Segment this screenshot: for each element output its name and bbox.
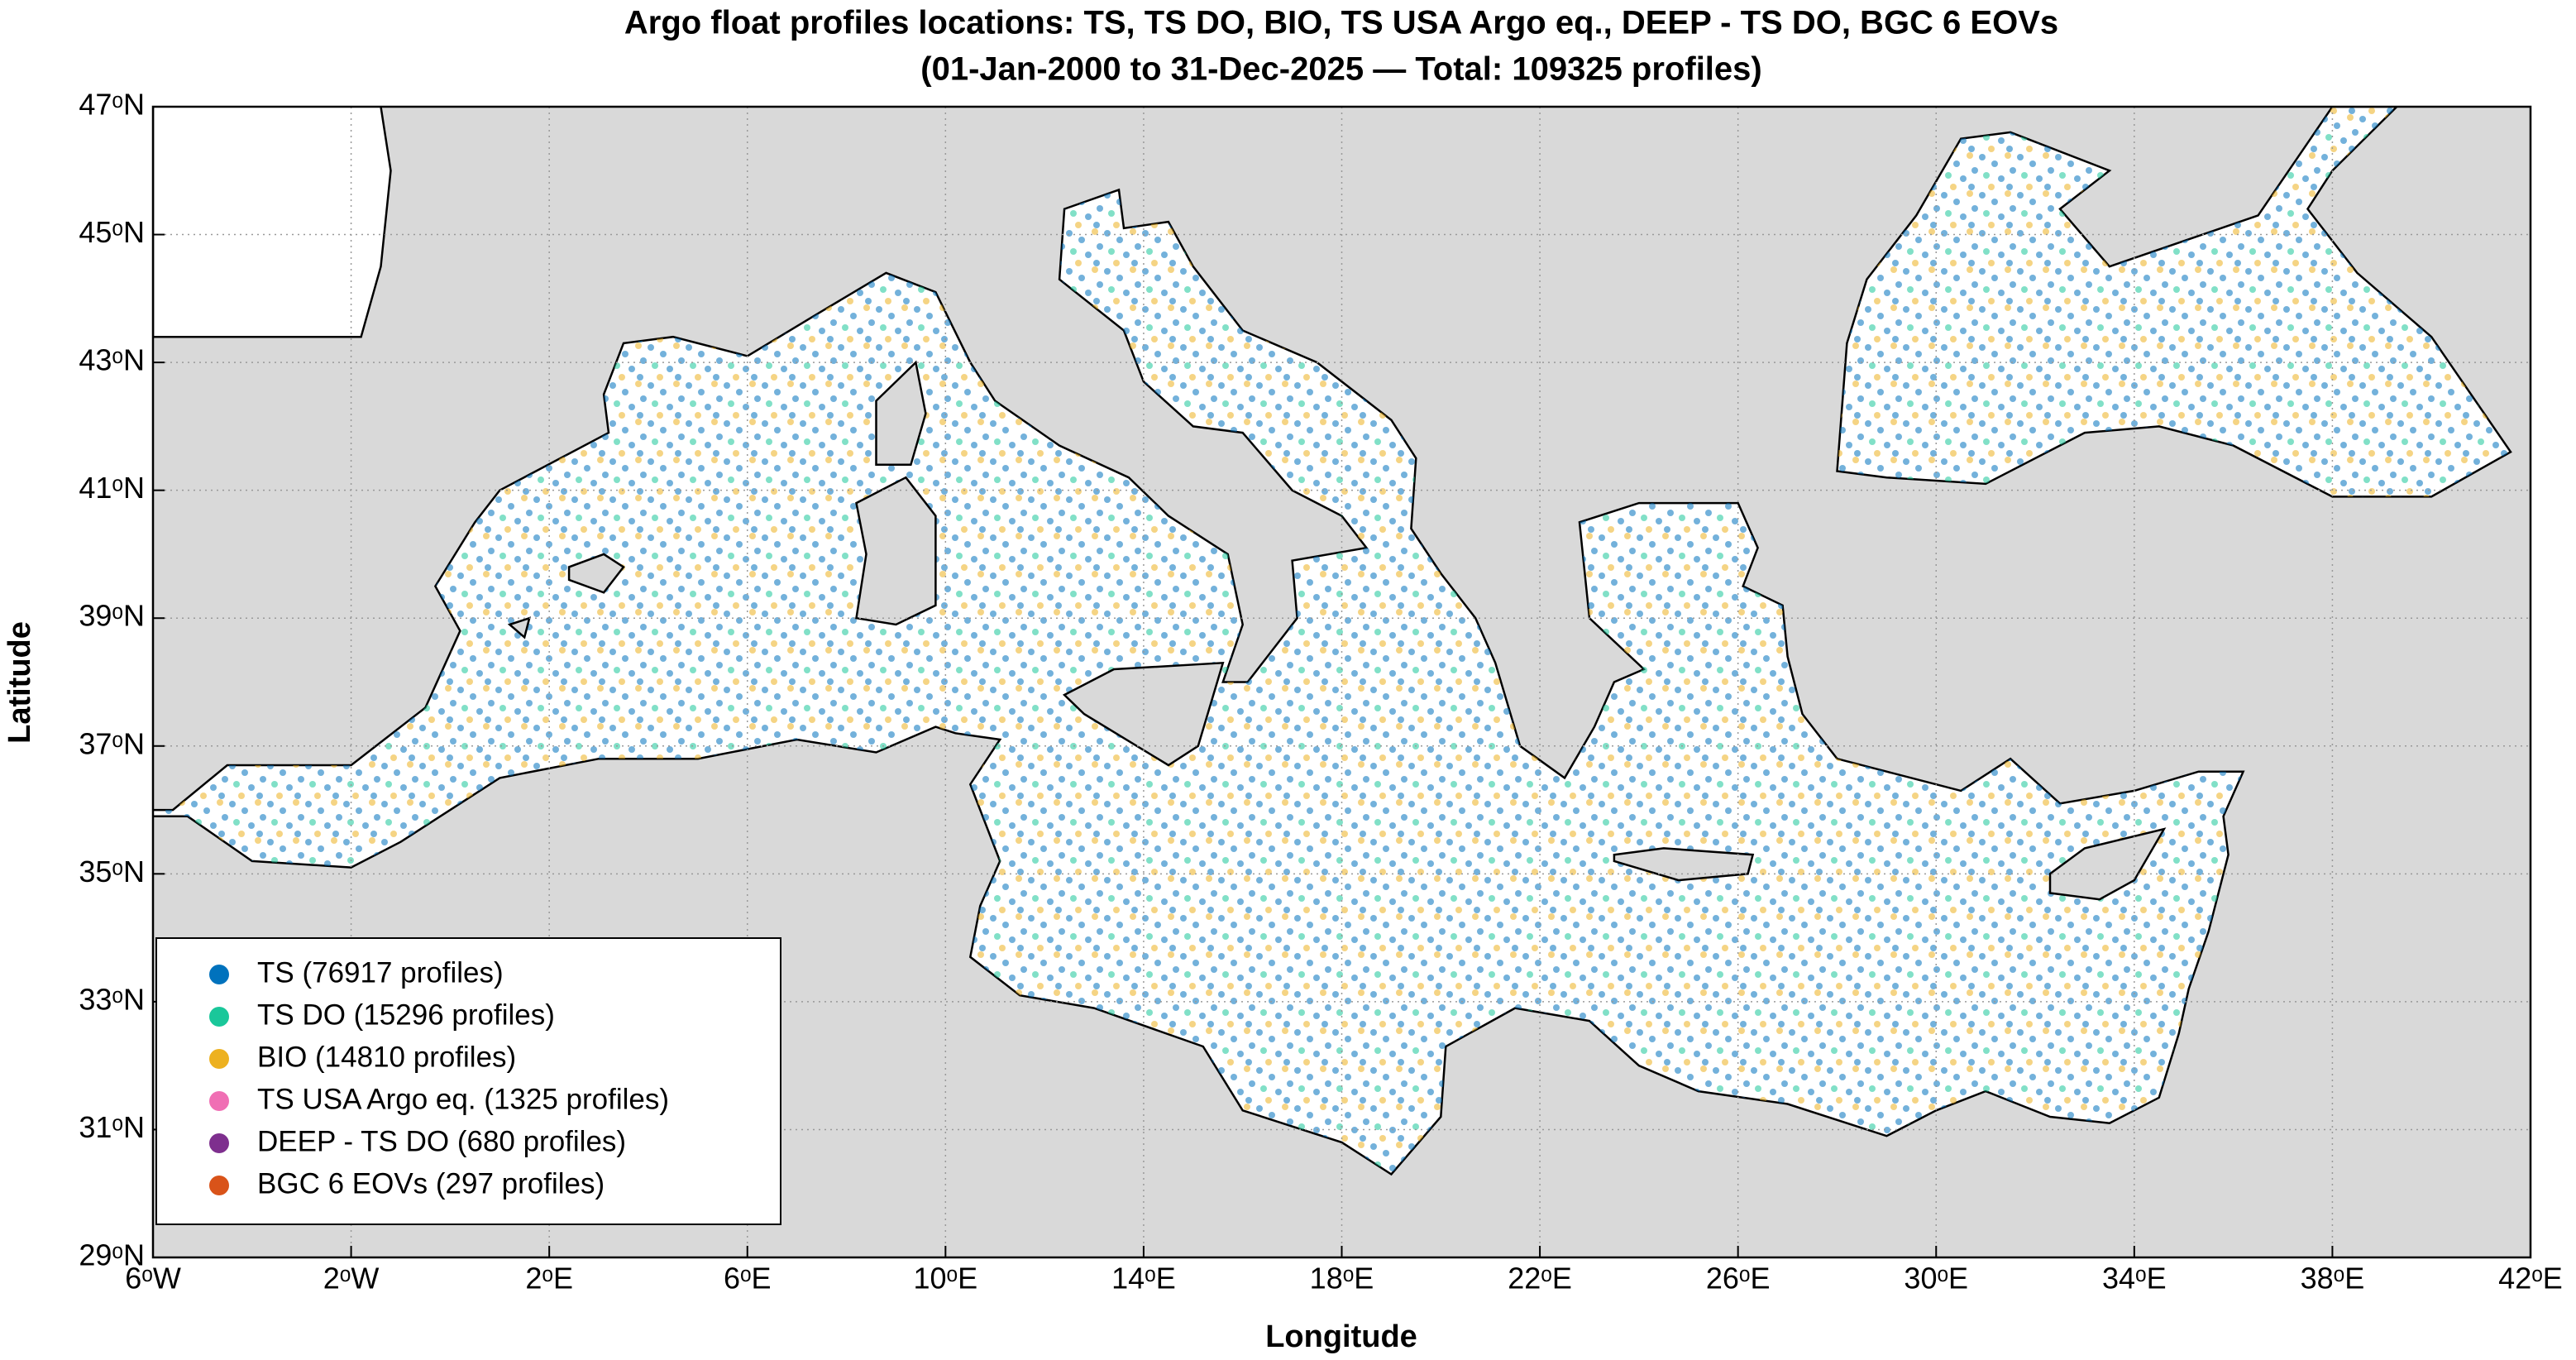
- island: [875, 360, 927, 467]
- legend-marker: [209, 1133, 229, 1153]
- legend-box: [155, 937, 781, 1225]
- y-tick-label: 35ᵒN: [79, 855, 145, 888]
- x-tick-label: 42ᵒE: [2498, 1262, 2563, 1295]
- island: [1613, 847, 1755, 882]
- x-tick-label: 14ᵒE: [1111, 1262, 1176, 1295]
- x-tick-label: 2ᵒE: [525, 1262, 573, 1295]
- x-tick-label: 34ᵒE: [2102, 1262, 2167, 1295]
- island: [855, 476, 937, 626]
- y-tick-label: 39ᵒN: [79, 599, 145, 633]
- x-tick-label: 6ᵒW: [125, 1262, 181, 1295]
- x-tick-label: 10ᵒE: [914, 1262, 978, 1295]
- x-tick-label: 22ᵒE: [1508, 1262, 1572, 1295]
- x-axis-label: Longitude: [1265, 1319, 1417, 1354]
- legend-label: TS DO (15296 profiles): [257, 998, 555, 1031]
- y-tick-label: 31ᵒN: [79, 1110, 145, 1144]
- legend-label: TS USA Argo eq. (1325 profiles): [257, 1083, 669, 1115]
- legend-label: BGC 6 EOVs (297 profiles): [257, 1167, 605, 1200]
- legend-label: TS (76917 profiles): [257, 956, 504, 989]
- island: [567, 553, 625, 594]
- y-tick-label: 33ᵒN: [79, 982, 145, 1016]
- overlay: 6ᵒW 2ᵒW 2ᵒE 6ᵒE 10ᵒE 14ᵒE 18ᵒE 22ᵒE 26ᵒE 30ᵒE 34ᵒE…: [79, 88, 2562, 1295]
- legend-marker: [209, 1176, 229, 1195]
- x-tick-label: 26ᵒE: [1706, 1262, 1771, 1295]
- island: [1062, 661, 1225, 767]
- chart-subtitle: (01-Jan-2000 to 31-Dec-2025 — Total: 109…: [920, 51, 1761, 88]
- x-tick-label: 30ᵒE: [1904, 1262, 1968, 1295]
- legend-marker: [209, 1007, 229, 1027]
- y-tick-label: 29ᵒN: [79, 1238, 145, 1272]
- plot-frame: [151, 105, 2532, 1259]
- x-tick-label: 2ᵒW: [323, 1262, 380, 1295]
- y-tick-label: 45ᵒN: [79, 215, 145, 249]
- legend-marker: [209, 965, 229, 984]
- legend-marker: [209, 1091, 229, 1111]
- y-axis-label: Latitude: [2, 621, 37, 744]
- chart-title: Argo float profiles locations: TS, TS DO…: [624, 5, 2058, 41]
- sea: [153, 107, 392, 338]
- profile-density: [1837, 107, 2511, 497]
- legend-label: BIO (14810 profiles): [257, 1041, 516, 1073]
- island: [2048, 827, 2167, 901]
- x-tick-label: 18ᵒE: [1310, 1262, 1374, 1295]
- island: [507, 616, 531, 639]
- y-tick-label: 43ᵒN: [79, 343, 145, 377]
- x-tick-label: 6ᵒE: [724, 1262, 772, 1295]
- y-tick-label: 47ᵒN: [79, 88, 145, 122]
- legend-marker: [209, 1049, 229, 1069]
- legend-label: DEEP - TS DO (680 profiles): [257, 1125, 626, 1157]
- x-tick-label: 38ᵒE: [2301, 1262, 2365, 1295]
- y-tick-label: 37ᵒN: [79, 726, 145, 760]
- y-tick-label: 41ᵒN: [79, 471, 145, 505]
